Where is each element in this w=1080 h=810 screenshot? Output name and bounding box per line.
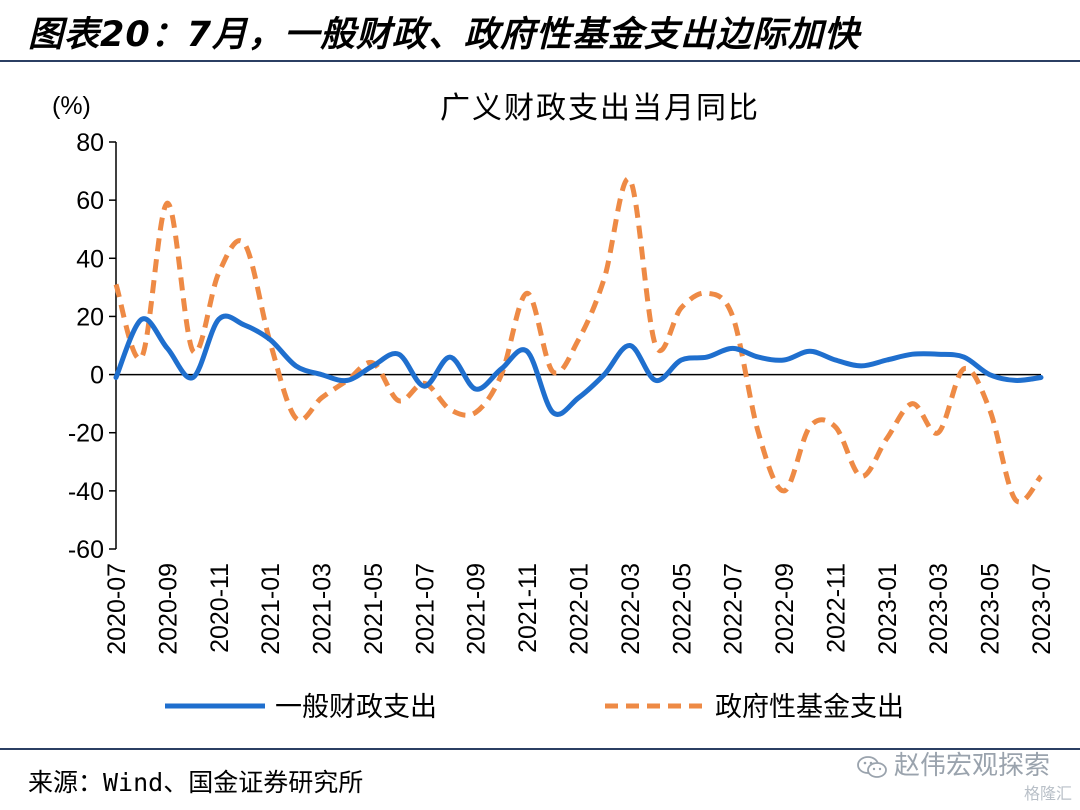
x-tick-label: 2022-01 <box>566 563 594 655</box>
x-tick-label: 2021-05 <box>360 563 388 655</box>
y-tick-label: -60 <box>68 536 104 564</box>
y-tick-label: 20 <box>76 303 104 331</box>
source-note: 来源：Wind、国金证券研究所 <box>28 768 364 797</box>
x-tick-label: 2022-07 <box>720 563 748 655</box>
x-tick-label: 2021-07 <box>411 563 439 655</box>
logo-watermark: 格隆汇 <box>1023 784 1072 803</box>
y-tick-label: 40 <box>76 245 104 273</box>
watermark: 赵伟宏观探索 <box>856 745 1050 782</box>
wechat-icon <box>857 755 887 778</box>
legend-label-general-fiscal: 一般财政支出 <box>275 692 437 723</box>
top-divider <box>0 60 1080 62</box>
legend-label-gov-fund: 政府性基金支出 <box>715 692 904 723</box>
y-tick-label: -40 <box>68 478 104 506</box>
x-tick-label: 2023-01 <box>874 563 902 655</box>
series-line-gov-fund <box>113 176 1043 505</box>
y-tick-label: 60 <box>76 187 104 215</box>
x-tick-label: 2022-11 <box>822 563 850 653</box>
x-tick-label: 2022-05 <box>668 563 696 655</box>
figure-title: 图表20：7月，一般财政、政府性基金支出边际加快 <box>28 15 861 55</box>
x-tick-label: 2021-09 <box>463 563 491 655</box>
y-tick-label: 0 <box>90 362 104 390</box>
bottom-divider <box>0 748 1080 750</box>
y-axis-unit: (%) <box>52 92 91 120</box>
x-tick-label: 2020-09 <box>154 563 182 655</box>
x-tick-label: 2023-07 <box>1028 563 1056 655</box>
series-lines <box>113 176 1044 505</box>
y-tick-label: -20 <box>68 420 104 448</box>
x-tick-label: 2021-01 <box>257 563 285 655</box>
x-tick-label: 2023-05 <box>977 563 1005 655</box>
line-chart: 80 60 40 20 0 -20 -40 -60 2020-07 2020-09 2020-11… <box>52 91 1056 723</box>
legend: 一般财政支出 政府性基金支出 <box>165 692 904 723</box>
x-tick-label: 2023-03 <box>925 563 953 655</box>
watermark-text: 赵伟宏观探索 <box>893 751 1050 781</box>
x-tick-label: 2021-03 <box>309 563 337 655</box>
y-tick-label: 80 <box>76 129 104 157</box>
chart-title: 广义财政支出当月同比 <box>440 91 760 126</box>
series-line-general-fiscal <box>113 313 1044 417</box>
y-axis: 80 60 40 20 0 -20 -40 -60 <box>68 129 117 564</box>
x-axis: 2020-07 2020-09 2020-11 2021-01 2021-03 2021-… <box>103 373 1056 655</box>
x-tick-label: 2021-11 <box>514 563 542 653</box>
x-tick-label: 2020-11 <box>206 563 234 653</box>
x-tick-label: 2022-09 <box>771 563 799 655</box>
x-tick-label: 2020-07 <box>103 563 131 655</box>
x-tick-label: 2022-03 <box>617 563 645 655</box>
